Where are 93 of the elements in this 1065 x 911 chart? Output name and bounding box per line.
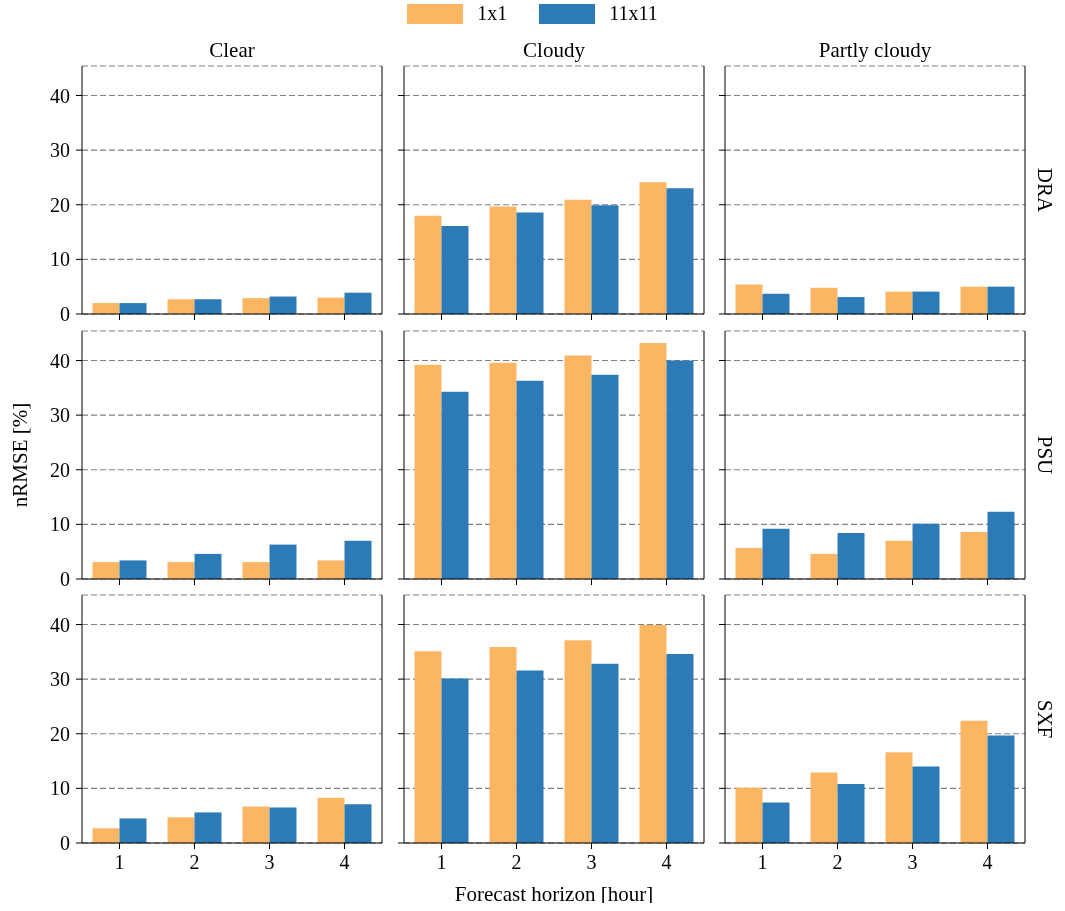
chart-title: Clear [208,38,256,63]
bar [489,362,517,579]
bar [885,540,913,579]
y-tick-label: 0 [60,832,70,855]
bar [912,766,940,843]
x-tick-label: 4 [661,851,672,874]
bar [414,215,442,314]
bar [591,374,619,579]
x-tick-label: 1 [114,851,125,874]
bar [666,188,694,314]
chart-title: Cloudy [522,38,586,63]
bar [639,343,667,579]
bar [516,670,544,843]
x-axis-title: Forecast horizon [hour] [454,882,654,906]
y-tick-label: 30 [50,668,70,691]
bar [762,802,790,843]
bar [912,523,940,579]
bar [564,199,592,314]
y-tick-label: 20 [50,458,70,481]
bar [762,293,790,314]
bar [885,291,913,314]
bar [591,663,619,843]
y-tick-label: 40 [50,84,70,107]
y-tick-label: 10 [50,248,70,271]
bar [837,533,865,579]
x-tick-label: 4 [339,851,350,874]
bar [591,205,619,314]
bar [735,547,763,579]
bar [837,297,865,314]
bar [344,804,372,843]
bar [489,206,517,314]
bar [987,511,1015,579]
chart-title: Partly cloudy [817,38,933,63]
y-tick-label: 10 [50,777,70,800]
x-tick-label: 2 [832,851,843,874]
bar [516,212,544,314]
y-tick-label: 0 [60,303,70,326]
bar [885,752,913,843]
bar [810,553,838,579]
y-tick-label: 30 [50,404,70,427]
y-tick-label: 0 [60,568,70,591]
x-tick-label: 2 [189,851,200,874]
bar [242,806,270,843]
y-axis-title: nRMSE [%] [7,401,33,510]
bar [762,528,790,579]
y2-axis-title: SXF [1032,699,1057,739]
bar [194,812,222,843]
bar [960,532,988,579]
bar [167,817,195,843]
bar [960,286,988,314]
bar [987,286,1015,314]
y2-axis-title: PSU [1032,435,1057,475]
bar [639,625,667,843]
y-tick-label: 20 [50,193,70,216]
bar [639,182,667,314]
bar [414,651,442,843]
bar [441,678,469,843]
y-tick-label: 30 [50,139,70,162]
bar [666,360,694,579]
bar [441,226,469,314]
bar [414,364,442,579]
bar [516,380,544,579]
bar [564,355,592,579]
legend-label: 11x11 [609,2,658,25]
bar [564,640,592,843]
bar [810,772,838,843]
bar [735,787,763,843]
bar [837,784,865,843]
bar [489,646,517,843]
x-tick-label: 1 [436,851,447,874]
bar [269,807,297,843]
bar [735,284,763,314]
y-tick-label: 40 [50,349,70,372]
bar [810,287,838,314]
x-tick-label: 3 [586,851,597,874]
bar [92,828,120,843]
y-tick-label: 10 [50,513,70,536]
legend-label: 1x1 [477,2,508,25]
bar [960,720,988,843]
x-tick-label: 3 [907,851,918,874]
x-tick-label: 4 [982,851,993,874]
bar [912,291,940,314]
x-tick-label: 2 [511,851,522,874]
bar [666,654,694,843]
bar [317,797,345,843]
bar [441,391,469,579]
y2-axis-title: DRA [1032,167,1057,213]
y-tick-label: 40 [50,613,70,636]
x-tick-label: 3 [264,851,275,874]
bar [987,735,1015,843]
bar [119,818,147,843]
x-tick-label: 1 [757,851,768,874]
y-tick-label: 20 [50,722,70,745]
